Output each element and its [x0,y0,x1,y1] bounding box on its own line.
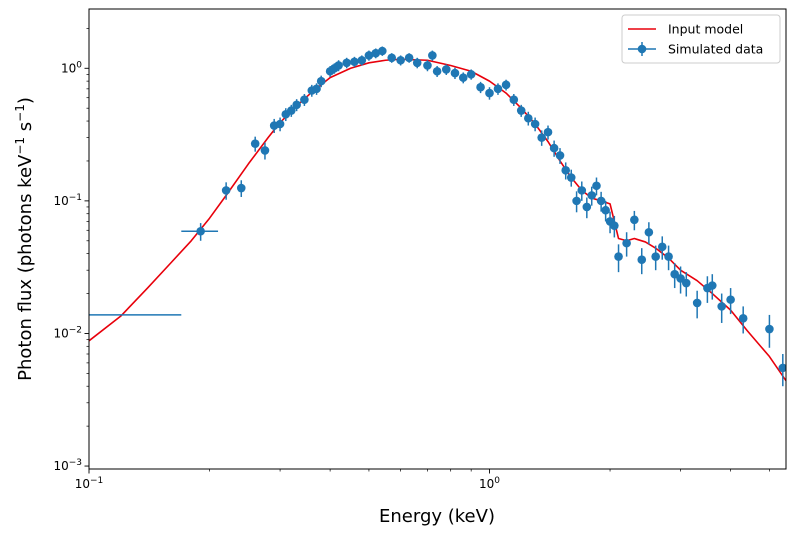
data-point [275,119,285,129]
y-tick-label: 10−1 [53,193,82,208]
data-layer [89,46,786,387]
data-point [250,139,260,148]
plot-frame [88,8,787,470]
x-axis-title: Energy (keV) [379,506,495,527]
data-point [404,53,414,63]
data-point [670,269,679,279]
data-point [371,48,381,58]
plot-area [88,8,787,470]
data-point [387,53,397,63]
data-point [644,227,654,237]
ticks-layer: 10−1 100 10−3 10−2 10−1 100 [53,28,770,491]
data-point [561,166,571,175]
data-point [441,65,451,74]
data-point [738,314,748,323]
legend-box [621,14,781,64]
data-point [651,252,660,261]
data-point [681,278,691,288]
data-point [587,191,597,200]
data-point [765,324,774,334]
data-point [300,95,309,104]
data-point [312,84,321,94]
data-point [614,252,623,261]
data-point [493,84,503,94]
data-point [458,73,468,82]
data-point [610,221,619,230]
data-point [334,61,343,70]
y-axis-title-part3: ) [15,97,36,104]
y-axis-title-sup2: −1 [13,104,27,122]
data-point [509,95,519,104]
y-tick-label: 10−3 [53,458,82,473]
data-point [450,68,460,78]
data-point [601,205,610,215]
y-axis-title-part1: Photon flux (photons keV [15,154,36,381]
data-point [423,61,432,70]
y-axis-title-sup1: −1 [13,137,27,155]
legend-data-label: Simulated data [668,42,763,57]
data-point [537,133,546,142]
data-point [378,46,387,56]
y-tick-label: 10−2 [53,325,82,340]
data-point [501,80,511,90]
data-point [350,57,359,67]
data-point [432,66,442,76]
data-point [364,51,374,60]
data-point [664,252,673,261]
data-point [657,242,667,252]
data-point [485,88,494,98]
data-point [524,113,533,123]
legend-model-label: Input model [668,22,743,37]
x-tick-label: 10−1 [75,476,104,491]
data-point [196,226,205,236]
data-point [676,274,685,283]
data-point [292,100,301,110]
data-point [717,302,726,311]
x-tick-label: 100 [479,476,500,491]
legend-data-swatch-marker [637,44,647,54]
data-point [566,173,576,182]
data-point [287,106,296,115]
y-axis-title-part2: s [15,122,36,137]
data-point [412,58,422,68]
data-point [726,295,735,304]
data-point [543,127,553,137]
data-point [316,76,326,86]
data-point [260,146,270,155]
data-point [630,215,639,225]
legend: Input model Simulated data [621,14,781,64]
data-point [516,106,526,115]
data-point [592,181,601,191]
data-point [622,238,631,248]
data-point [221,186,231,195]
data-point [582,202,592,212]
data-point [530,119,540,129]
data-point [707,281,717,290]
data-point [577,186,587,195]
data-point [396,55,405,65]
data-point [342,58,351,68]
data-point [428,51,437,60]
data-point [572,196,581,206]
y-axis-title: Photon flux (photons keV−1 s−1) [13,97,36,381]
data-point [357,55,367,65]
data-point [466,70,476,79]
y-tick-label: 100 [61,60,82,75]
data-point [549,143,559,153]
data-point [778,363,786,373]
data-point [692,298,702,308]
data-point [476,82,485,92]
data-point [596,196,606,206]
data-point [637,255,647,265]
data-point [555,151,565,160]
data-point [236,183,246,193]
